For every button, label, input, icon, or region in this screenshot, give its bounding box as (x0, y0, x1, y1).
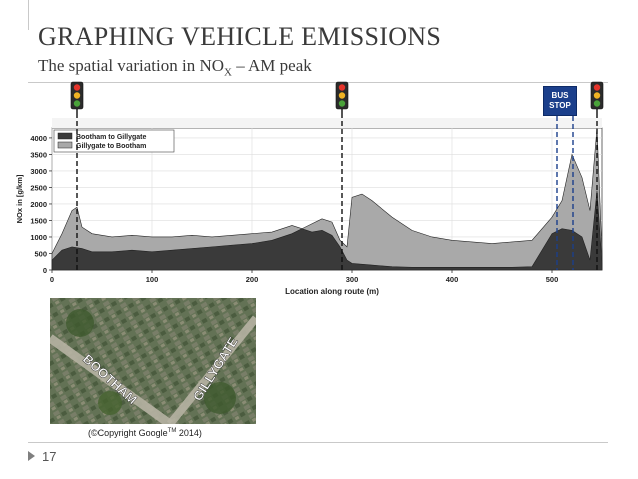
y-axis-label: NOx in [g/km] (15, 174, 24, 223)
chart-annotations (70, 81, 604, 270)
x-tick-label: 300 (346, 275, 359, 284)
traffic-light-amber-icon (73, 92, 81, 99)
x-tick-label: 400 (446, 275, 459, 284)
legend-swatch-1 (57, 141, 73, 149)
traffic-light-pole (341, 104, 343, 118)
subtitle-subscript: X (224, 66, 232, 79)
traffic-light-green-icon (338, 100, 346, 107)
y-tick-label: 500 (34, 249, 47, 258)
traffic-light-amber-icon (338, 92, 346, 99)
aerial-map-image: BOOTHAM GILLYGATE (50, 298, 256, 424)
subtitle-tail: – AM peak (231, 56, 312, 75)
legend-swatch-0 (57, 132, 73, 140)
bus-stop-line2: STOP (549, 101, 571, 110)
page-arrow-icon (28, 451, 35, 461)
traffic-light-red-icon (593, 84, 601, 91)
traffic-light-amber-icon (593, 92, 601, 99)
y-tick-label: 3000 (30, 167, 47, 176)
traffic-light-green-icon (73, 100, 81, 107)
y-tick-label: 1000 (30, 233, 47, 242)
copyright-post: 2014) (176, 428, 202, 438)
legend-label-1: Gillygate to Bootham (76, 143, 146, 150)
y-tick-label: 2500 (30, 183, 47, 192)
chart-legend: Bootham to Gillygate Gillygate to Bootham (53, 129, 175, 153)
x-tick-label: 0 (50, 275, 54, 284)
copyright-pre: (©Copyright Google (88, 428, 168, 438)
x-tick-label: 100 (146, 275, 159, 284)
bus-stop-sign: BUS STOP (543, 86, 577, 116)
aerial-map-drawing: BOOTHAM GILLYGATE (50, 298, 256, 424)
legend-label-0: Bootham to Gillygate (76, 134, 147, 141)
x-tick-label: 500 (546, 275, 559, 284)
title-rule (28, 82, 608, 83)
traffic-light-pole (596, 104, 598, 118)
top-accent-line (28, 0, 29, 30)
y-tick-label: 2000 (30, 200, 47, 209)
chart-axes-group: 0 500 1000 1500 2000 2500 3000 3500 4000 0 100 200 3… (15, 134, 558, 296)
traffic-light-green-icon (593, 100, 601, 107)
x-axis-label: Location along route (m) (285, 287, 379, 296)
page-number: 17 (42, 449, 57, 464)
bus-stop-line1: BUS (551, 91, 569, 100)
traffic-light-red-icon (338, 84, 346, 91)
y-tick-label: 1500 (30, 216, 47, 225)
slide-subtitle: The spatial variation in NOX – AM peak (38, 56, 312, 78)
slide-title: GRAPHING VEHICLE EMISSIONS (38, 22, 442, 51)
copyright-sup: TM (167, 428, 177, 434)
legend-box (53, 129, 175, 153)
y-tick-label: 4000 (30, 134, 47, 143)
traffic-light-pole (76, 104, 78, 118)
chart-series-group (51, 127, 603, 271)
x-tick-label: 200 (246, 275, 259, 284)
subtitle-main: The spatial variation in NO (38, 56, 225, 75)
map-copyright: (©Copyright GoogleTM 2014) (88, 428, 202, 438)
plot-top-band (52, 118, 602, 128)
emissions-chart: 0 500 1000 1500 2000 2500 3000 3500 4000 0 100 200 3… (15, 81, 604, 296)
footer-rule (28, 442, 608, 443)
y-tick-label: 0 (43, 266, 47, 275)
y-tick-label: 3500 (30, 150, 47, 159)
traffic-light-red-icon (73, 84, 81, 91)
series-area-0 (51, 190, 603, 271)
